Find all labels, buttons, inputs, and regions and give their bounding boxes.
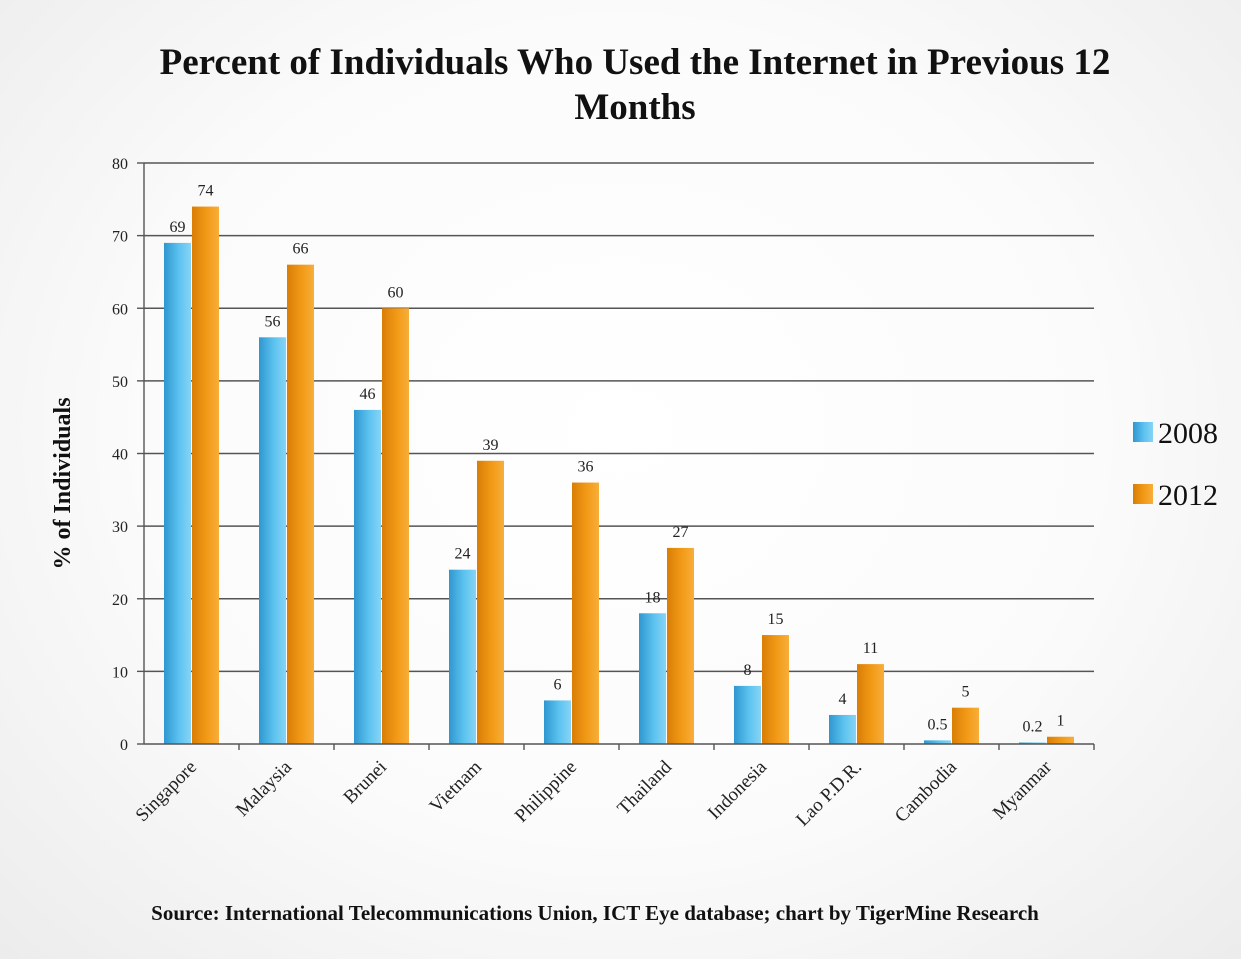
bar-2012-brunei [382, 308, 409, 744]
data-label: 11 [863, 640, 878, 657]
y-tick-label: 10 [112, 664, 128, 681]
bar-2008-philippine [544, 700, 571, 744]
data-label: 27 [673, 524, 689, 541]
data-label: 4 [839, 691, 847, 708]
bar-2008-thailand [639, 613, 666, 744]
data-label: 66 [293, 241, 309, 258]
bar-2008-cambodia [924, 740, 951, 744]
bar-2012-malaysia [287, 264, 314, 744]
bar-2008-vietnam [449, 569, 476, 744]
chart-title: Percent of Individuals Who Used the Inte… [159, 42, 1111, 128]
data-label: 5 [962, 684, 970, 701]
data-label: 69 [170, 219, 186, 236]
bar-2012-cambodia [952, 707, 979, 744]
data-label: 74 [198, 183, 214, 200]
x-tick-label: Thailand [613, 756, 676, 819]
y-tick-label: 80 [112, 156, 128, 173]
legend-label-2008: 2008 [1158, 417, 1218, 450]
bar-2012-lao-p-d-r- [857, 664, 884, 744]
x-tick-label: Indonesia [704, 756, 771, 823]
bar-2008-brunei [354, 409, 381, 744]
bar-2008-indonesia [734, 685, 761, 744]
data-label: 6 [554, 676, 562, 693]
y-tick-label: 70 [112, 229, 128, 246]
data-label: 18 [645, 589, 661, 606]
legend-swatch-2008 [1133, 422, 1153, 442]
y-axis-title: % of Individuals [50, 397, 76, 569]
legend-swatch-2012 [1133, 484, 1153, 504]
x-tick-label: Cambodia [891, 756, 961, 826]
y-tick-label: 60 [112, 301, 128, 318]
bar-2008-singapore [164, 242, 191, 744]
data-label: 0.2 [1023, 719, 1043, 736]
legend-label-2012: 2012 [1158, 479, 1218, 512]
bar-2012-thailand [667, 547, 694, 744]
x-tick-label: Philippine [511, 757, 581, 827]
bar-2012-singapore [192, 206, 219, 744]
bar-2008-malaysia [259, 337, 286, 744]
data-label: 8 [744, 662, 752, 679]
y-tick-label: 40 [112, 447, 128, 464]
data-label: 36 [578, 459, 594, 476]
bar-2008-lao-p-d-r- [829, 714, 856, 744]
y-tick-label: 30 [112, 519, 128, 536]
data-label: 46 [360, 386, 376, 403]
source-note: Source: International Telecommunications… [151, 901, 1039, 925]
bar-2012-vietnam [477, 460, 504, 744]
y-tick-label: 20 [112, 592, 128, 609]
data-label: 15 [768, 611, 784, 628]
x-tick-label: Myanmar [989, 756, 1057, 824]
data-label: 39 [483, 437, 499, 454]
x-tick-label: Malaysia [232, 756, 296, 820]
x-tick-label: Singapore [132, 757, 201, 826]
x-tick-label: Lao P.D.R. [792, 757, 866, 831]
bar-2012-philippine [572, 482, 599, 744]
bar-2012-indonesia [762, 635, 789, 744]
y-tick-label: 0 [120, 737, 128, 754]
data-label: 1 [1057, 713, 1065, 730]
data-label: 56 [265, 313, 281, 330]
data-label: 24 [455, 546, 471, 563]
data-label: 0.5 [928, 716, 948, 733]
data-label: 60 [388, 284, 404, 301]
x-tick-label: Brunei [340, 757, 391, 808]
x-tick-label: Vietnam [426, 757, 486, 817]
bar-2012-myanmar [1047, 736, 1074, 744]
y-tick-label: 50 [112, 374, 128, 391]
